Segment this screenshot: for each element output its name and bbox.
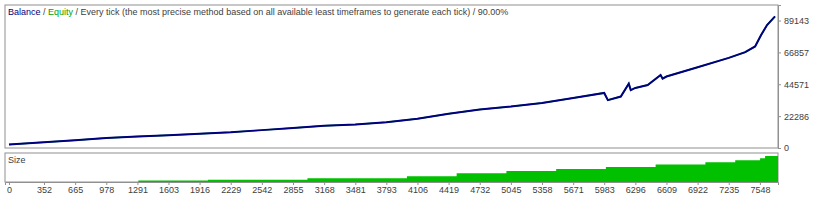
x-tick: 3793 [377,182,397,195]
x-tick: 665 [68,182,83,195]
x-tick: 7548 [750,182,770,195]
x-tick-label: 3168 [315,185,335,195]
y-tick: 66857 [778,48,809,58]
y-tick-label: 44571 [784,80,809,90]
x-tick-label: 1291 [128,185,148,195]
x-tick-label: 1916 [190,185,210,195]
y-axis-line [779,6,782,149]
x-tick-label: 6609 [657,185,677,195]
size-frame [5,153,778,182]
x-axis: 0 352 665 978 1291 1603 1916 2229 2542 2855 3168 34… [6,182,779,195]
x-tick-label: 4106 [408,185,428,195]
legend-entry: Balance [8,7,41,17]
x-tick-label: 978 [99,185,114,195]
panel-title: Size [8,155,26,165]
x-tick-label: 7235 [719,185,739,195]
x-tick: 5983 [595,182,615,195]
x-tick: 352 [37,182,52,195]
x-tick-label: 1603 [159,185,179,195]
x-tick-label: 5983 [595,185,615,195]
y-tick-label: 66857 [784,48,809,58]
y-tick-mark [778,148,781,149]
size-area-group [128,153,778,182]
legend-separator: / [41,7,49,17]
legend-separator: / [73,7,81,17]
x-tick-label: 6922 [688,185,708,195]
x-tick: 3481 [346,182,366,195]
x-tick: 2542 [252,182,272,195]
x-tick: 1603 [159,182,179,195]
x-tick-label: 4732 [470,185,490,195]
x-tick-label: 5358 [533,185,553,195]
y-tick-label: 89143 [784,16,809,26]
x-tick: 6922 [688,182,708,195]
x-tick-label: 2855 [283,185,303,195]
x-tick-label: 5671 [564,185,584,195]
x-tick-label: 2229 [221,185,241,195]
x-tick: 6609 [657,182,677,195]
x-tick: 978 [99,182,114,195]
x-tick: 5045 [501,182,521,195]
x-tick-label: 5045 [501,185,521,195]
y-tick: 22286 [778,112,809,122]
x-tick: 1916 [190,182,210,195]
y-tick-label: 0 [784,143,789,153]
x-tick: 0 [7,182,12,195]
x-tick: 1291 [128,182,148,195]
y-tick: 44571 [778,80,809,90]
series-line [9,16,775,144]
y-tick-mark [778,52,781,53]
plot-area [9,16,775,144]
x-tick-label: 3481 [346,185,366,195]
legend: Balance / Equity / Every tick (the most … [8,7,508,17]
x-tick: 7235 [719,182,739,195]
y-tick: 89143 [778,16,809,26]
x-tick-label: 4419 [439,185,459,195]
x-tick-label: 3793 [377,185,397,195]
y-tick-mark [778,21,781,22]
x-tick: 5358 [533,182,553,195]
x-tick: 4419 [439,182,459,195]
x-tick: 2855 [283,182,303,195]
y-tick: 0 [778,143,789,153]
x-tick-label: 665 [68,185,83,195]
x-tick: 4106 [408,182,428,195]
x-tick-label: 7548 [750,185,770,195]
plot-frame [5,5,778,148]
x-tick-label: 352 [37,185,52,195]
size-area [128,153,778,182]
x-tick-label: 6296 [626,185,646,195]
y-axis: 0 22286 44571 66857 89143 [778,6,809,154]
series-line [9,16,775,144]
x-tick: 4732 [470,182,490,195]
y-tick-mark [778,84,781,85]
x-tick: 6296 [626,182,646,195]
x-tick-label: 2542 [252,185,272,195]
chart: 0 22286 44571 66857 89143 Balance / Equity / … [0,0,820,200]
x-tick-label: 0 [7,185,12,195]
y-tick-label: 22286 [784,112,809,122]
y-tick-mark [778,116,781,117]
x-tick: 5671 [564,182,584,195]
legend-entry: Equity [48,7,74,17]
x-tick: 2229 [221,182,241,195]
x-tick: 3168 [315,182,335,195]
title: Every tick (the most precise method base… [81,7,509,17]
